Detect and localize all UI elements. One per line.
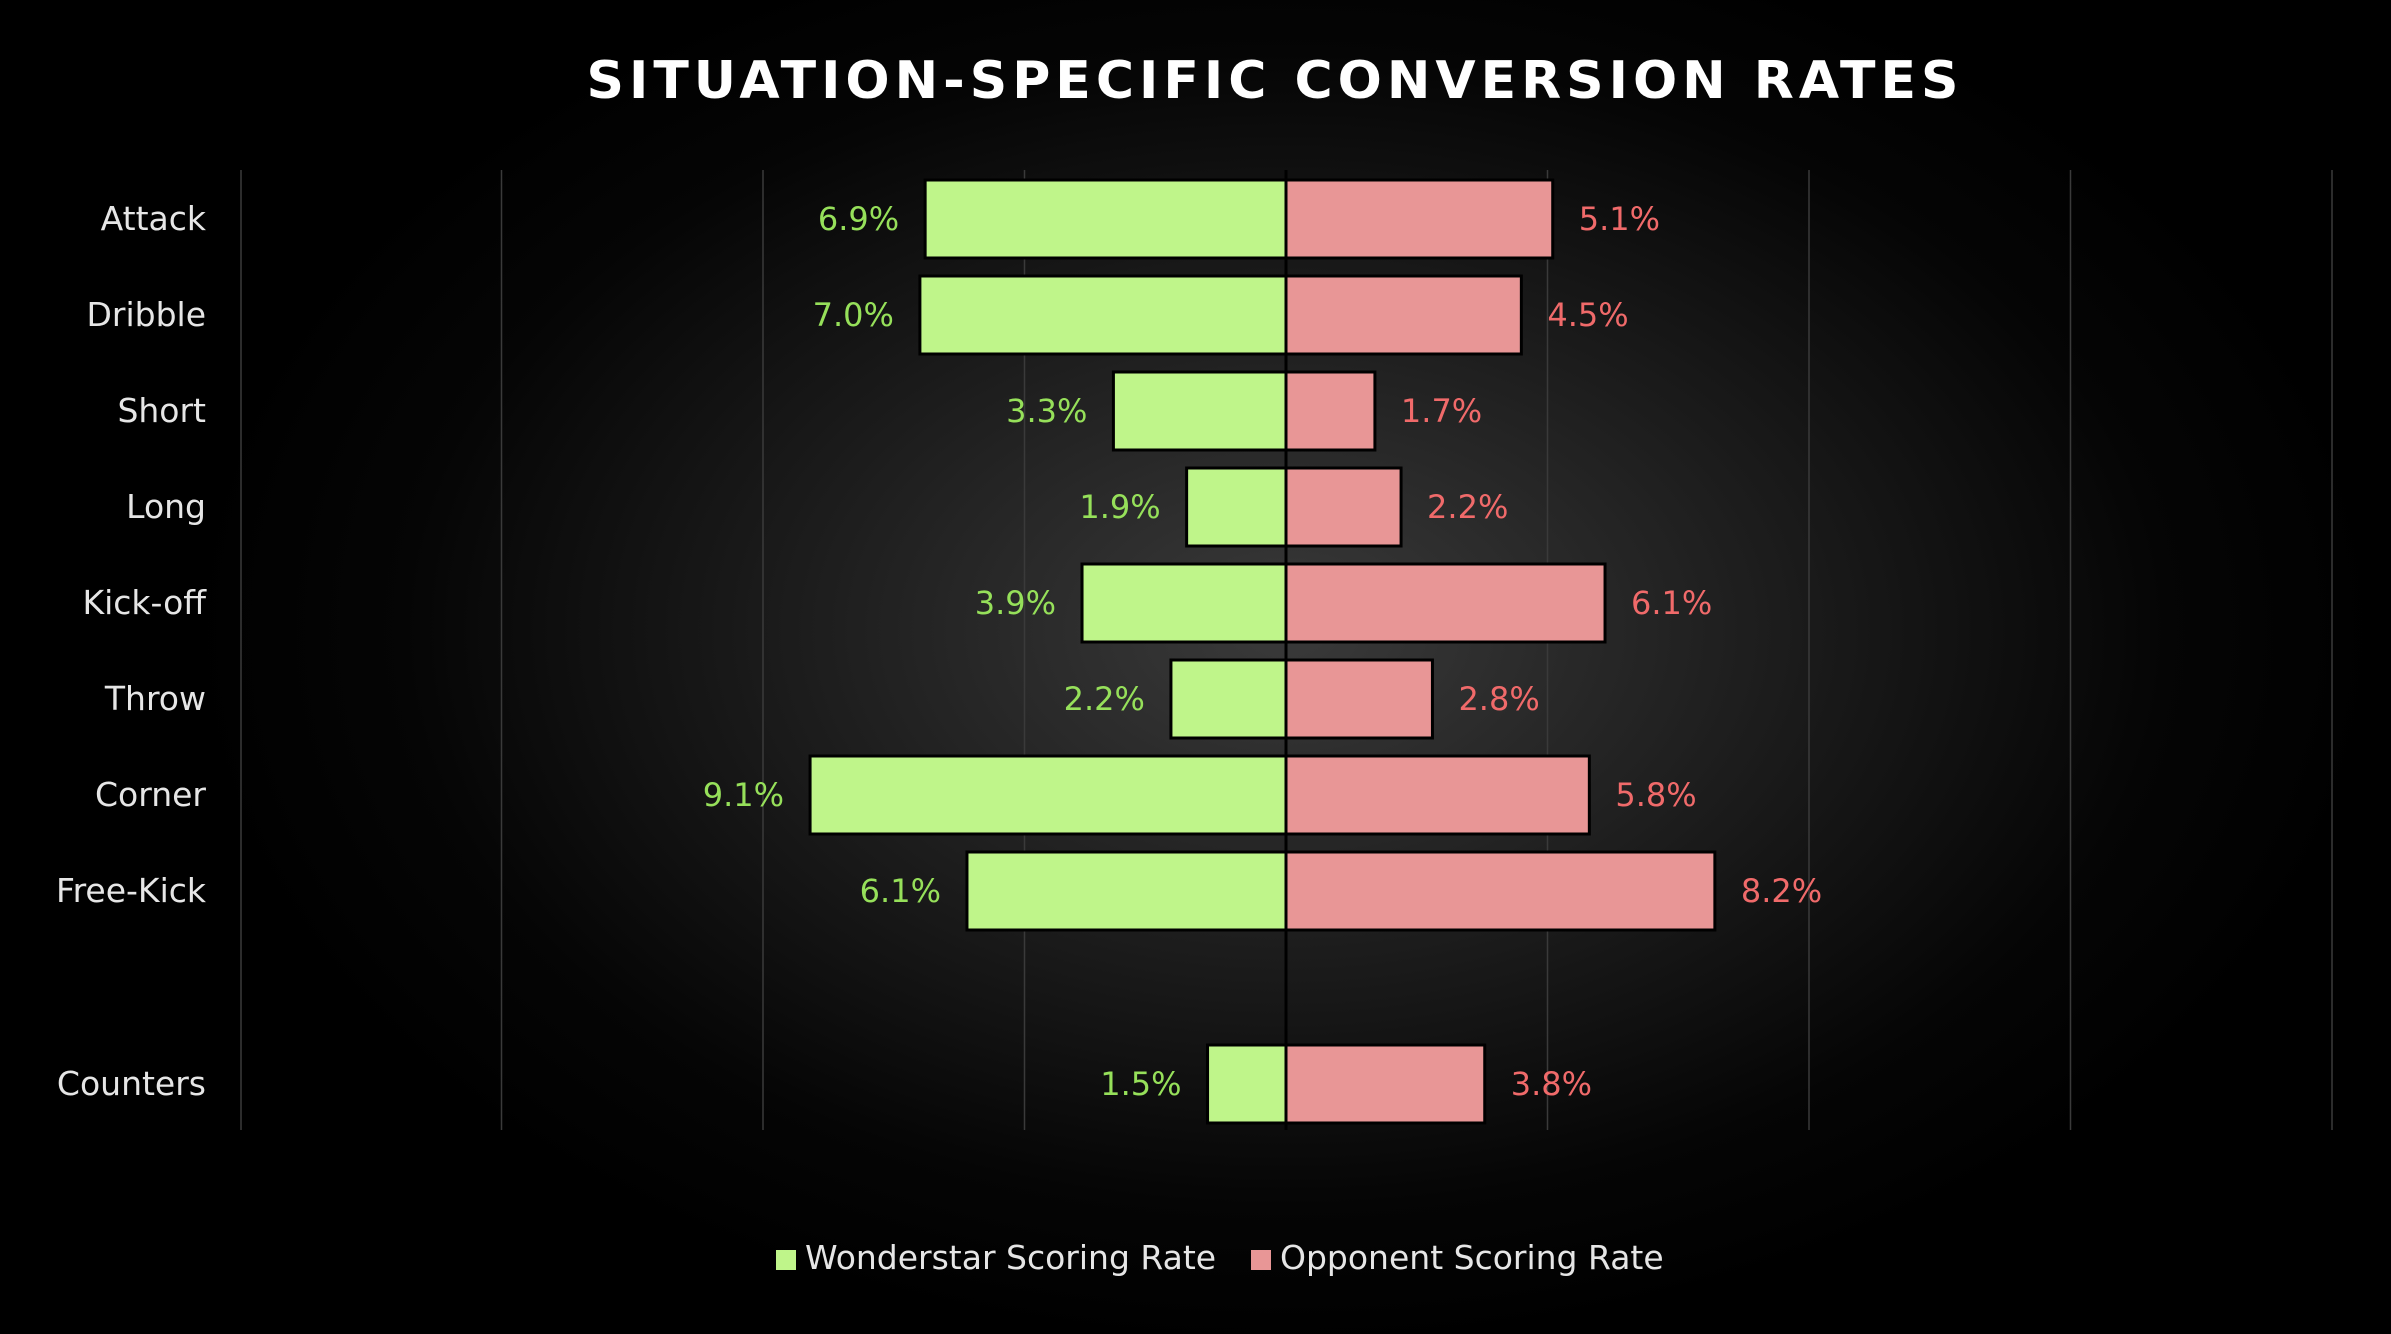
opponent-bar: [1284, 178, 1555, 260]
chart-title: SITUATION-SPECIFIC CONVERSION RATES: [587, 51, 1964, 111]
category-label: Long: [126, 487, 206, 526]
category-label: Throw: [104, 679, 206, 718]
opponent-bar: [1284, 1043, 1487, 1125]
wonderstar-value-label: 1.9%: [1079, 488, 1160, 526]
wonderstar-value-label: 6.9%: [818, 200, 899, 238]
opponent-value-label: 2.8%: [1458, 680, 1539, 718]
opponent-bar: [1284, 850, 1717, 932]
legend-swatch-wonderstar: [776, 1250, 796, 1270]
opponent-bar: [1284, 754, 1591, 836]
opponent-bar: [1284, 370, 1377, 452]
wonderstar-bar: [965, 850, 1288, 932]
opponent-value-label: 3.8%: [1511, 1065, 1592, 1103]
wonderstar-bar: [923, 178, 1288, 260]
wonderstar-value-label: 3.3%: [1006, 392, 1087, 430]
opponent-value-label: 6.1%: [1631, 584, 1712, 622]
category-label: Attack: [101, 199, 207, 238]
category-label: Free-Kick: [56, 871, 207, 910]
opponent-bar: [1284, 562, 1607, 644]
category-label: Kick-off: [82, 583, 207, 622]
legend-label-opponent: Opponent Scoring Rate: [1280, 1238, 1664, 1277]
wonderstar-bar: [1111, 370, 1288, 452]
category-label: Dribble: [86, 295, 206, 334]
wonderstar-value-label: 3.9%: [975, 584, 1056, 622]
opponent-value-label: 8.2%: [1741, 872, 1822, 910]
wonderstar-value-label: 2.2%: [1064, 680, 1145, 718]
legend-swatch-opponent: [1251, 1250, 1271, 1270]
opponent-bar: [1284, 466, 1403, 548]
wonderstar-value-label: 6.1%: [860, 872, 941, 910]
wonderstar-value-label: 1.5%: [1100, 1065, 1181, 1103]
legend-label-wonderstar: Wonderstar Scoring Rate: [805, 1238, 1216, 1277]
wonderstar-value-label: 9.1%: [703, 776, 784, 814]
category-label: Short: [117, 391, 206, 430]
labels-layer: Attack 6.9% 5.1% Dribble 7.0% 4.5% Short 3.3% 1.…: [56, 199, 1822, 1103]
wonderstar-bar: [1080, 562, 1288, 644]
opponent-value-label: 4.5%: [1547, 296, 1628, 334]
wonderstar-bar: [1169, 658, 1288, 740]
wonderstar-bar: [1185, 466, 1288, 548]
opponent-value-label: 1.7%: [1401, 392, 1482, 430]
category-label: Corner: [95, 775, 206, 814]
bars-layer: [808, 170, 1717, 1130]
wonderstar-bar: [1206, 1043, 1288, 1125]
opponent-value-label: 5.1%: [1579, 200, 1660, 238]
opponent-bar: [1284, 274, 1523, 356]
opponent-value-label: 2.2%: [1427, 488, 1508, 526]
wonderstar-bar: [918, 274, 1288, 356]
category-label: Counters: [57, 1064, 206, 1103]
wonderstar-value-label: 7.0%: [813, 296, 894, 334]
opponent-bar: [1284, 658, 1434, 740]
legend: Wonderstar Scoring Rate Opponent Scoring …: [776, 1238, 1664, 1277]
wonderstar-bar: [808, 754, 1288, 836]
opponent-value-label: 5.8%: [1615, 776, 1696, 814]
